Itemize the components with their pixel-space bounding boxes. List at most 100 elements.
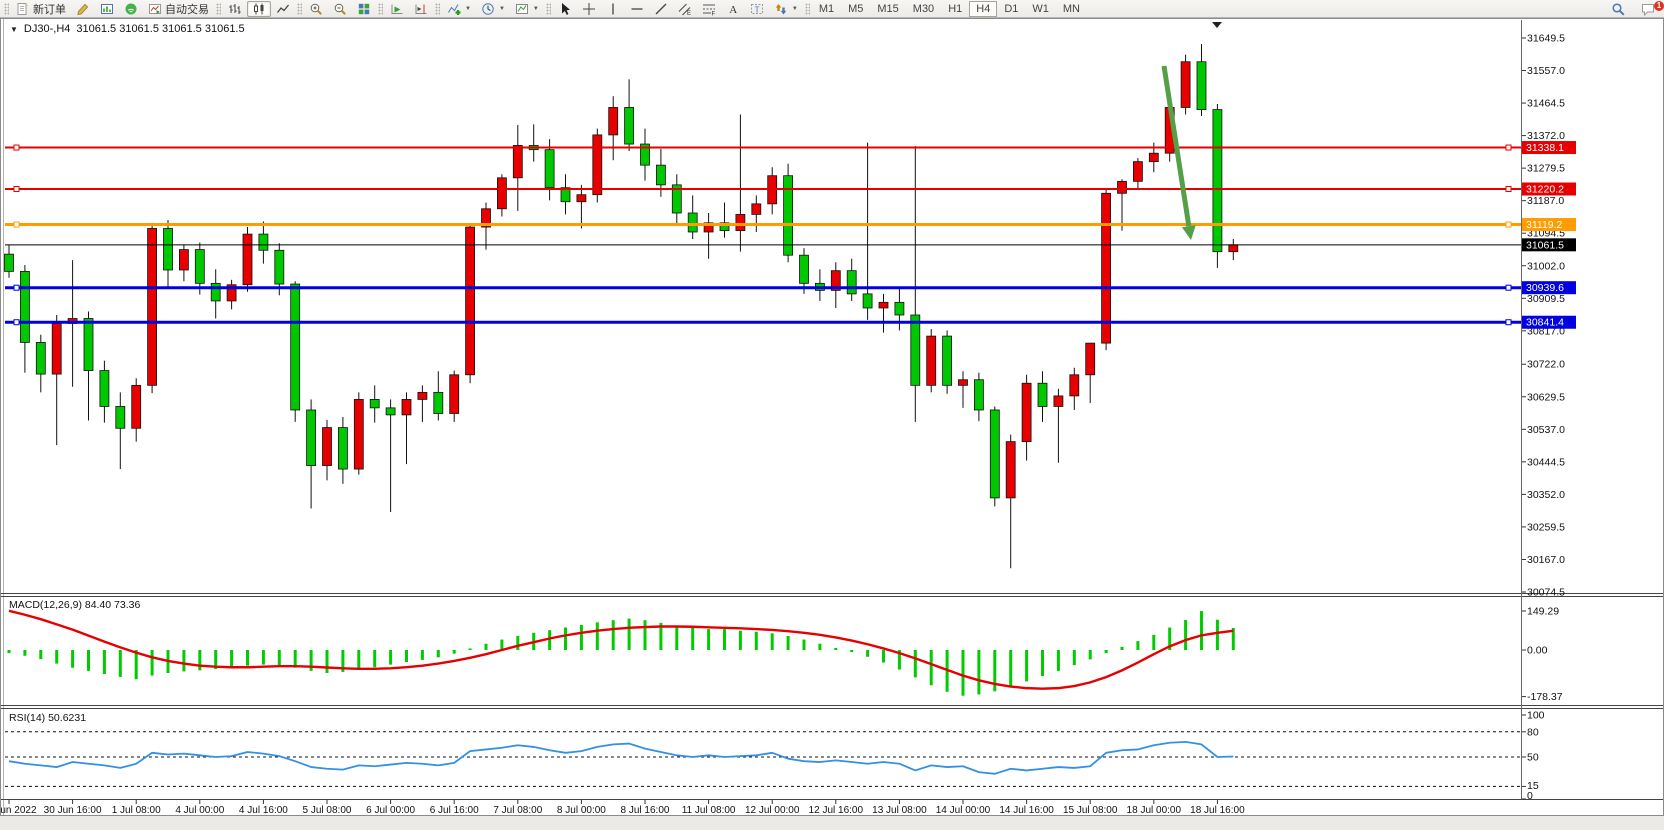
candle (910, 146, 921, 422)
price-tick-label: 31557.0 (1527, 65, 1565, 77)
price-line-31119.2[interactable] (5, 221, 1521, 228)
fibonacci-button[interactable]: F (697, 1, 721, 17)
cursor-button[interactable] (553, 1, 577, 17)
new-order-button[interactable]: 新订单 (11, 1, 71, 17)
line-chart-button[interactable] (271, 1, 295, 17)
candle (1069, 367, 1080, 410)
price-axis-flag: 31119.2 (1522, 218, 1576, 232)
candle (465, 223, 476, 384)
arrows-button[interactable]: ▼ (769, 1, 803, 17)
chat-button[interactable]: 1 (1636, 1, 1664, 17)
indicators-icon (448, 3, 461, 15)
dropdown-caret-icon[interactable]: ▼ (498, 5, 505, 12)
date-tick-label: 4 Jul 16:00 (239, 805, 288, 816)
text-label-button[interactable]: T (745, 1, 769, 17)
timeframe-mn-button[interactable]: MN (1062, 2, 1080, 15)
candle (385, 399, 396, 512)
trendline-button[interactable] (649, 1, 673, 17)
trend-arrow-object[interactable] (1161, 65, 1196, 240)
toolbar-group-timeframes: M1 M5 M15 M30 H1 H4 D1 W1 MN (812, 0, 1087, 18)
zoom-in-button[interactable] (304, 1, 328, 17)
text-button[interactable]: A (721, 1, 745, 17)
dropdown-caret-icon[interactable]: ▼ (465, 5, 471, 12)
chart-canvas: 31649.5 31557.0 31464.5 31372.0 31279.5 31187… (0, 18, 1664, 830)
price-line-31338.1[interactable] (5, 144, 1521, 151)
svg-text:30939.6: 30939.6 (1526, 282, 1564, 294)
timeframe-m30-button[interactable]: M30 (912, 2, 935, 15)
rsi-tick-label: 80 (1527, 726, 1539, 738)
crosshair-button[interactable] (577, 1, 601, 17)
auto-scroll-button[interactable] (385, 1, 409, 17)
panel-borders (0, 18, 1664, 830)
chart-shift-button[interactable] (409, 1, 433, 17)
date-tick-label: 12 Jul 16:00 (809, 805, 864, 816)
equidistant-channel-button[interactable]: E (673, 1, 697, 17)
toolbar-group-grip (378, 2, 383, 15)
periods-button[interactable]: ▼ (476, 1, 510, 17)
signals-icon (125, 3, 137, 14)
candle (640, 128, 650, 181)
timeframe-h1-button[interactable]: H1 (948, 2, 963, 15)
toolbar-group-scroll (385, 0, 433, 18)
search-icon (1612, 3, 1625, 16)
templates-button[interactable]: ▼ (510, 1, 544, 17)
fibo-icon: F (702, 4, 715, 16)
signals-button[interactable] (119, 1, 143, 17)
dropdown-caret-icon[interactable]: ▼ (532, 5, 539, 12)
symbol-period-label: DJ30-,H4 (23, 23, 71, 35)
timeframe-m15-button[interactable]: M15 (877, 2, 899, 15)
styler-button[interactable] (71, 1, 95, 17)
rsi-panel: 100 80 50 150 (5, 710, 1545, 802)
date-tick-label: 30 Jun 16:00 (44, 805, 102, 816)
candle (512, 125, 523, 211)
search-button[interactable] (1606, 1, 1630, 17)
date-tick-label: 18 Jul 00:00 (1127, 805, 1182, 816)
timeframe-h4-button[interactable]: H4 (969, 0, 998, 17)
price-axis[interactable]: 31649.5 31557.0 31464.5 31372.0 31279.5 31187… (1522, 33, 1576, 599)
brush-icon (77, 3, 89, 15)
templates-icon (515, 3, 528, 14)
candle (449, 370, 460, 422)
price-line-31220.2[interactable] (5, 186, 1521, 193)
toolbar-group-grip (216, 2, 221, 15)
chart-shift-marker-icon[interactable] (1212, 22, 1222, 28)
new-chart-button[interactable] (95, 1, 119, 17)
price-tick-label: 30909.5 (1527, 293, 1565, 305)
dropdown-caret-icon[interactable]: ▼ (791, 5, 798, 12)
quick-trade-toggle-icon[interactable]: ▼ (10, 24, 18, 34)
auto-trading-button[interactable]: 自动交易 (143, 1, 214, 17)
price-line-30939.6[interactable] (5, 284, 1521, 291)
vertical-line-button[interactable] (601, 1, 625, 17)
price-axis-flag: 30939.6 (1522, 281, 1576, 295)
candle (322, 419, 332, 481)
timeframe-d1-button[interactable]: D1 (1004, 2, 1019, 15)
svg-text:F: F (711, 11, 715, 16)
timeframe-w1-button[interactable]: W1 (1032, 2, 1049, 15)
price-tick-label: 31279.5 (1527, 163, 1565, 175)
timeframe-m1-button[interactable]: M1 (818, 2, 835, 15)
zoom-out-button[interactable] (328, 1, 352, 17)
candlestick-chart-button[interactable] (247, 0, 271, 17)
rsi-tick-label: 100 (1527, 710, 1545, 722)
macd-panel: 149.29 0.00 -178.37 (7, 606, 1563, 703)
bar-chart-button[interactable] (223, 1, 247, 17)
tile-windows-button[interactable] (352, 1, 376, 17)
price-tick-label: 30629.5 (1527, 391, 1565, 403)
svg-text:31061.5: 31061.5 (1526, 239, 1564, 251)
toolbar: 新订单 自动交易 ▼ ▼ ▼ E F A T ▼ M1 M5 M15 M30 H1 H4 D1 W1 MN 1 (0, 0, 1664, 18)
toolbar-group-grip (804, 2, 810, 15)
date-tick-label: 6 Jul 00:00 (366, 805, 415, 816)
price-line-30841.4[interactable] (5, 319, 1521, 326)
horizontal-line-button[interactable] (625, 1, 649, 17)
price-tick-label: 30074.5 (1527, 586, 1565, 598)
price-tick-label: 30352.0 (1527, 489, 1565, 501)
candle (544, 139, 555, 201)
macd-signal-line (8, 609, 1234, 690)
date-axis[interactable]: 30 Jun 2022 30 Jun 16:00 1 Jul 08:00 4 Jul … (0, 800, 1245, 816)
candle (830, 262, 841, 308)
timeframe-m5-button[interactable]: M5 (848, 2, 864, 15)
toolbar-group-grip (435, 2, 440, 15)
svg-text:30841.4: 30841.4 (1526, 317, 1564, 329)
candle (178, 244, 189, 282)
indicators-button[interactable]: ▼ (442, 1, 476, 17)
